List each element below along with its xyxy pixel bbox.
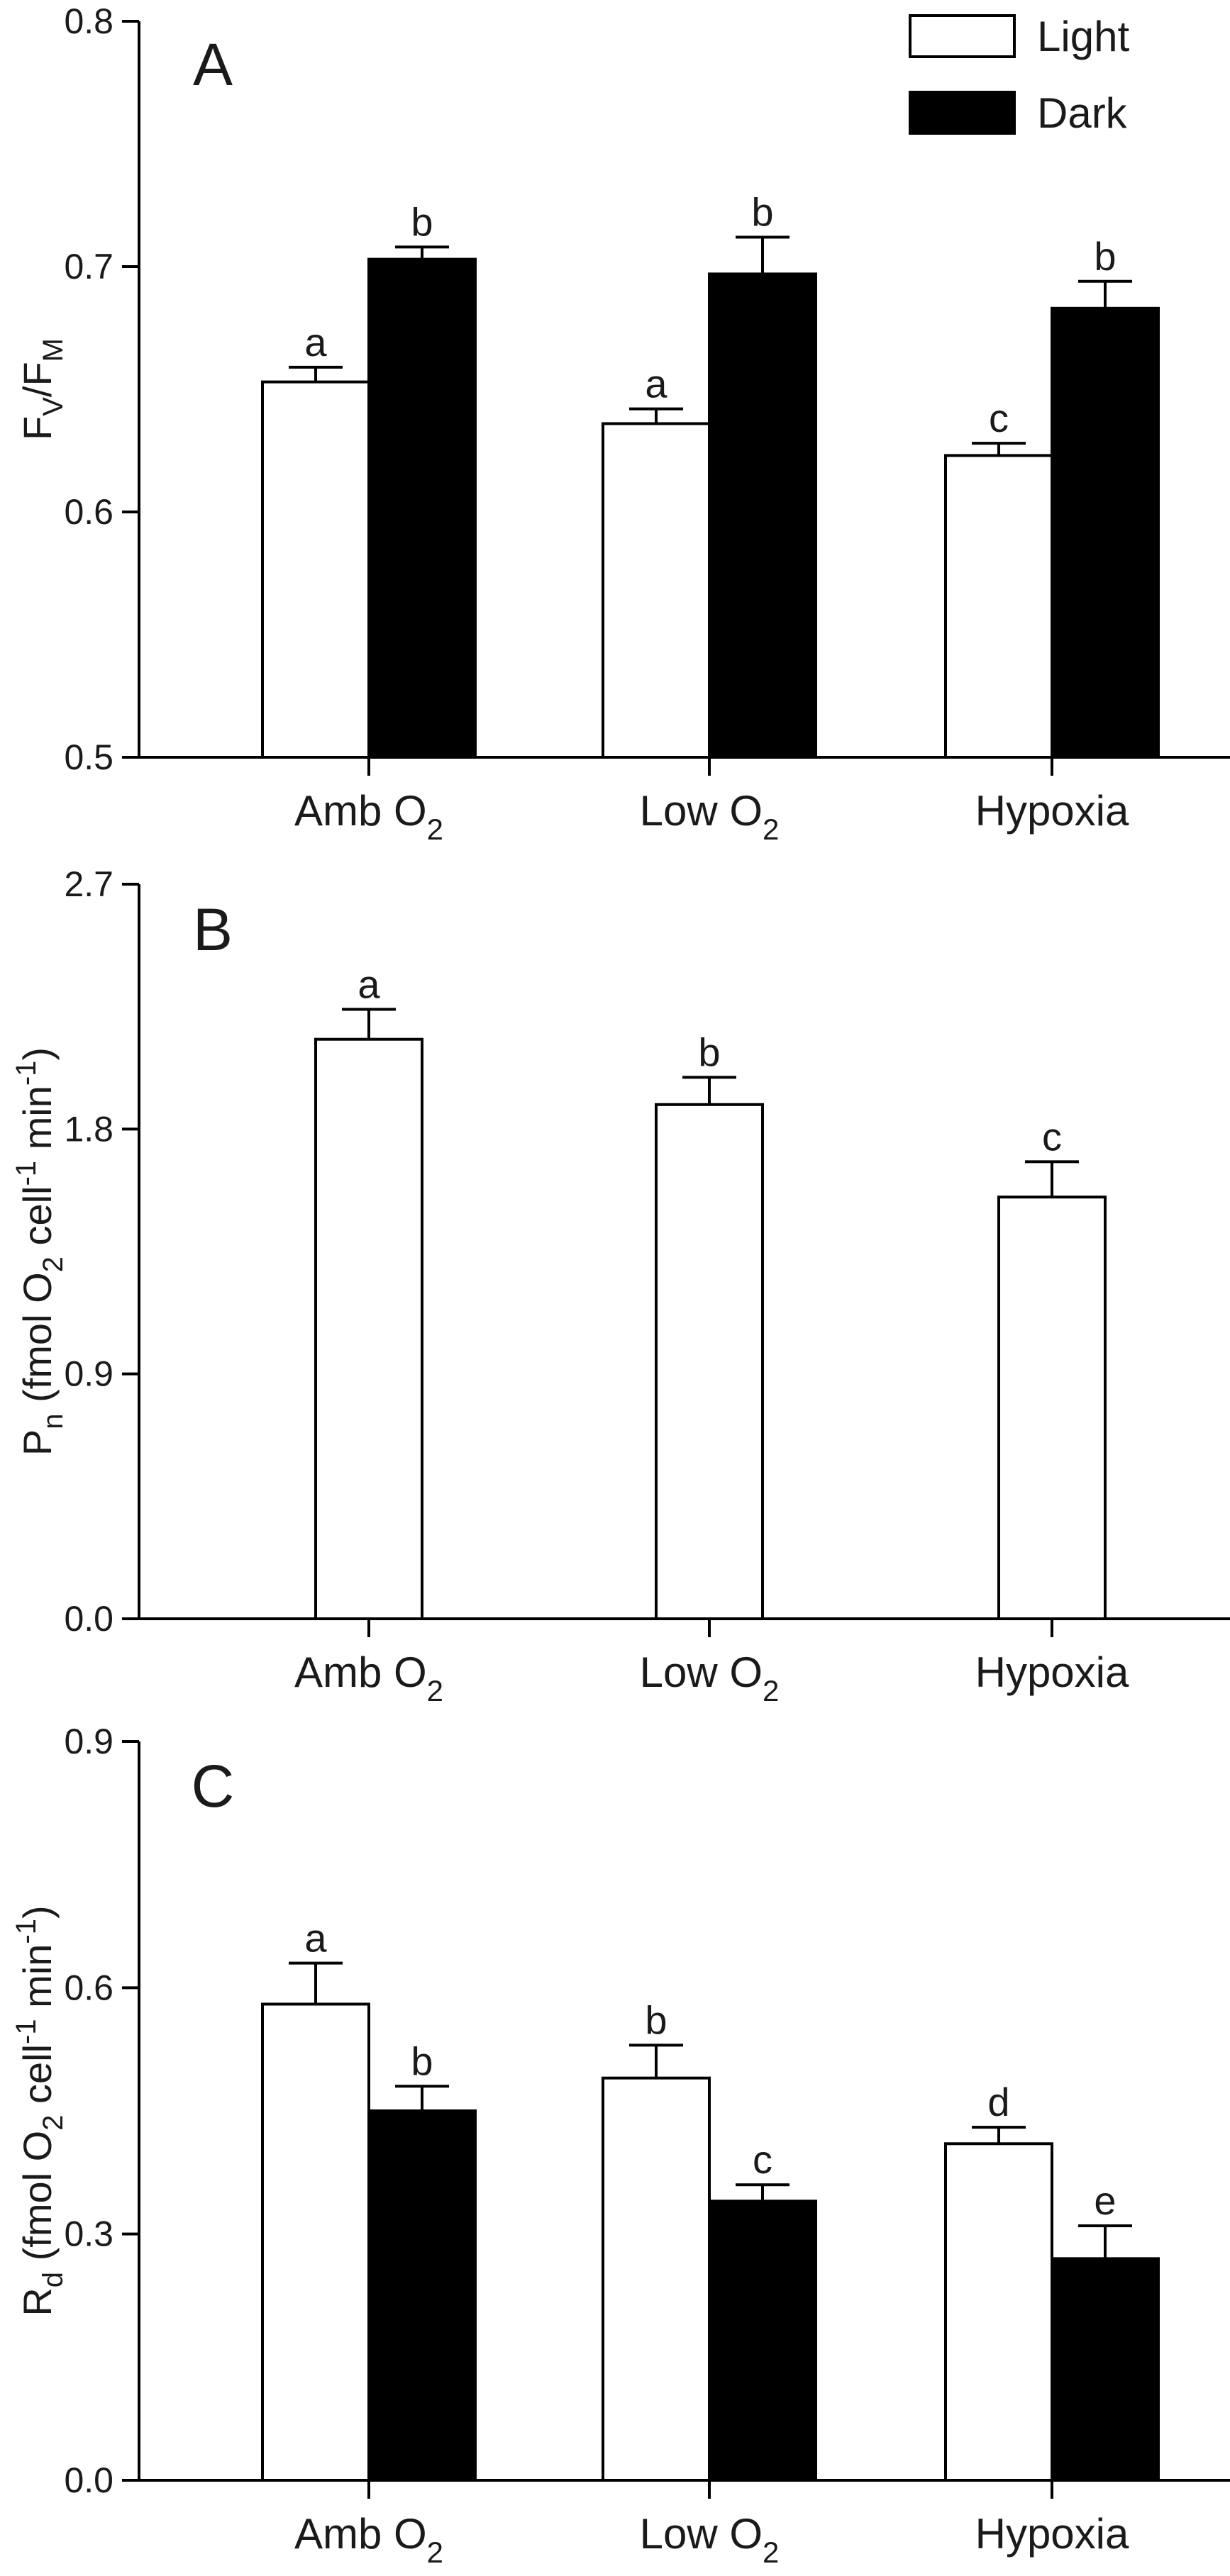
y-tick-label: 0.8: [64, 1, 113, 41]
y-axis-label: Pn (fmol O2 cell-1 min-1): [11, 1047, 69, 1456]
significance-letter: b: [751, 189, 773, 234]
legend: Light Dark: [909, 13, 1129, 137]
bar-light: [602, 422, 711, 759]
significance-letter: b: [1094, 234, 1116, 279]
bar-dark: [367, 257, 477, 759]
y-tick-label: 0.7: [64, 247, 113, 286]
y-tick-label: 0.3: [64, 2214, 113, 2254]
bar-dark: [708, 2199, 817, 2482]
x-tick-label: Low O2: [640, 2510, 780, 2569]
y-tick-label: 0.9: [64, 1354, 113, 1394]
significance-letter: a: [304, 320, 327, 364]
x-tick-label: Low O2: [640, 787, 780, 846]
x-tick-label: Low O2: [640, 1649, 780, 1707]
significance-letter: b: [698, 1030, 720, 1074]
y-tick-label: 0.6: [64, 1968, 113, 2007]
significance-letter: b: [411, 199, 433, 244]
bar-dark: [1051, 2257, 1160, 2482]
bar-dark: [1051, 306, 1160, 759]
x-tick-label: Amb O2: [294, 2510, 443, 2569]
significance-letter: c: [753, 2137, 772, 2182]
significance-letter: b: [645, 1997, 667, 2042]
bar-light: [997, 1195, 1107, 1620]
significance-letter: a: [358, 962, 380, 1007]
y-tick-label: 1.8: [64, 1109, 113, 1149]
legend-label-dark: Dark: [1037, 89, 1128, 137]
y-tick-label: 2.7: [64, 864, 113, 904]
x-tick-label: Amb O2: [294, 1649, 443, 1707]
bar-light: [655, 1103, 764, 1621]
bar-light: [602, 2076, 711, 2482]
significance-letter: a: [304, 1916, 327, 1961]
panel-a: 0.5 0.6 0.7 0.8 Amb O2 Low O2 Hypoxia a a c b b b A FV…: [15, 1, 1230, 846]
significance-letter: c: [1042, 1114, 1062, 1159]
legend-label-light: Light: [1037, 13, 1129, 60]
significance-letter: d: [987, 2080, 1009, 2124]
significance-letter: c: [989, 396, 1009, 440]
significance-letter: e: [1094, 2178, 1116, 2223]
y-tick-label: 0.9: [64, 1722, 113, 1761]
x-tick-label: Hypoxia: [975, 2510, 1129, 2558]
significance-letter: a: [645, 362, 667, 406]
legend-swatch-light: [909, 14, 1016, 58]
x-tick-label: Amb O2: [294, 787, 443, 846]
bar-dark: [367, 2109, 477, 2482]
bar-light: [261, 380, 370, 759]
y-tick-label: 0.6: [64, 492, 113, 532]
bar-light: [261, 2002, 370, 2482]
x-tick-label: Hypoxia: [975, 1649, 1129, 1696]
y-tick-label: 0.5: [64, 737, 113, 777]
y-axis-label: Rd (fmol O2 cell-1 min-1): [11, 1905, 69, 2316]
x-tick-label: Hypoxia: [975, 787, 1129, 835]
panel-letter: B: [193, 896, 233, 963]
panel-b: 0.0 0.9 1.8 2.7 Amb O2 Low O2 Hypoxia a b c B Pn (f…: [11, 864, 1230, 1707]
bar-light: [314, 1037, 423, 1620]
y-axis-label: FV/FM: [15, 338, 69, 440]
panel-c: 0.0 0.3 0.6 0.9 Amb O2 Low O2 Hypoxia a b d b c e C Rd…: [11, 1722, 1230, 2569]
panel-letter: C: [192, 1753, 235, 1819]
y-tick-label: 0.0: [64, 1599, 113, 1639]
panel-letter: A: [193, 31, 233, 98]
bar-light: [944, 2142, 1053, 2482]
y-tick-label: 0.0: [64, 2460, 113, 2500]
significance-letter: b: [411, 2039, 433, 2083]
bar-dark: [708, 272, 817, 759]
legend-swatch-dark: [909, 91, 1016, 135]
bar-light: [944, 454, 1053, 759]
